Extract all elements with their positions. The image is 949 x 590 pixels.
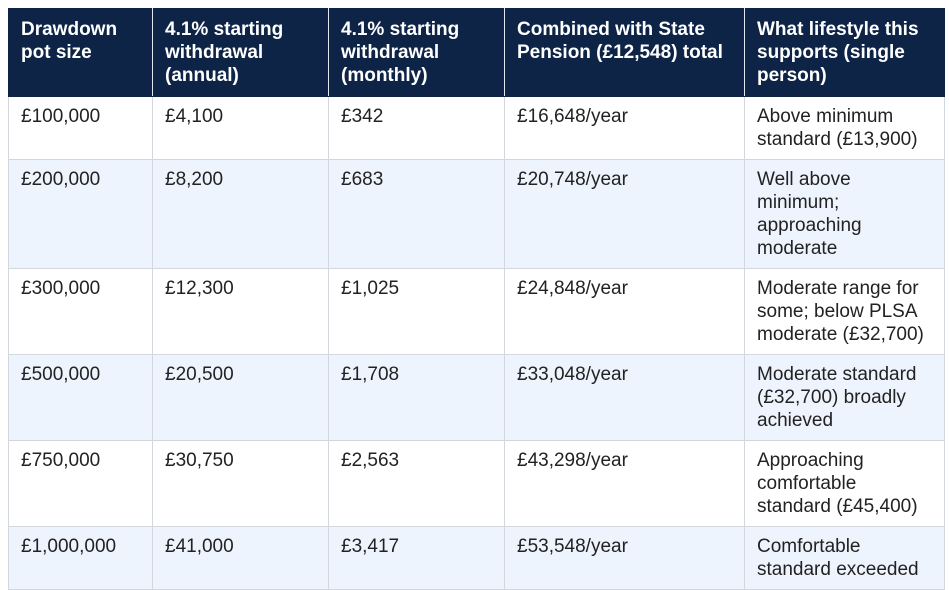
pension-drawdown-table-container: Drawdown pot size 4.1% starting withdraw…	[8, 8, 945, 590]
cell-monthly-withdrawal: £683	[328, 159, 505, 269]
table-row: £300,000 £12,300 £1,025 £24,848/year Mod…	[8, 268, 945, 355]
cell-pot-size: £750,000	[8, 440, 153, 527]
table-header: Drawdown pot size 4.1% starting withdraw…	[8, 8, 945, 97]
cell-annual-withdrawal: £12,300	[152, 268, 329, 355]
cell-combined-total: £20,748/year	[504, 159, 745, 269]
cell-annual-withdrawal: £41,000	[152, 526, 329, 590]
cell-annual-withdrawal: £8,200	[152, 159, 329, 269]
header-annual-withdrawal: 4.1% starting withdrawal (annual)	[152, 8, 329, 97]
cell-lifestyle: Well above minimum; approaching moderate	[744, 159, 945, 269]
cell-pot-size: £200,000	[8, 159, 153, 269]
cell-combined-total: £16,648/year	[504, 96, 745, 160]
cell-pot-size: £300,000	[8, 268, 153, 355]
pension-drawdown-table: Drawdown pot size 4.1% starting withdraw…	[8, 8, 945, 590]
cell-annual-withdrawal: £20,500	[152, 354, 329, 441]
cell-combined-total: £33,048/year	[504, 354, 745, 441]
table-row: £100,000 £4,100 £342 £16,648/year Above …	[8, 96, 945, 160]
cell-lifestyle: Above minimum standard (£13,900)	[744, 96, 945, 160]
cell-lifestyle: Comfortable standard exceeded	[744, 526, 945, 590]
header-pot-size: Drawdown pot size	[8, 8, 153, 97]
cell-annual-withdrawal: £30,750	[152, 440, 329, 527]
cell-combined-total: £24,848/year	[504, 268, 745, 355]
cell-combined-total: £43,298/year	[504, 440, 745, 527]
cell-combined-total: £53,548/year	[504, 526, 745, 590]
table-row: £200,000 £8,200 £683 £20,748/year Well a…	[8, 159, 945, 269]
table-row: £750,000 £30,750 £2,563 £43,298/year App…	[8, 440, 945, 527]
cell-monthly-withdrawal: £1,708	[328, 354, 505, 441]
cell-monthly-withdrawal: £2,563	[328, 440, 505, 527]
table-row: £1,000,000 £41,000 £3,417 £53,548/year C…	[8, 526, 945, 590]
cell-pot-size: £1,000,000	[8, 526, 153, 590]
cell-pot-size: £100,000	[8, 96, 153, 160]
cell-monthly-withdrawal: £342	[328, 96, 505, 160]
cell-lifestyle: Moderate standard (£32,700) broadly achi…	[744, 354, 945, 441]
cell-annual-withdrawal: £4,100	[152, 96, 329, 160]
table-row: £500,000 £20,500 £1,708 £33,048/year Mod…	[8, 354, 945, 441]
table-body: £100,000 £4,100 £342 £16,648/year Above …	[8, 96, 945, 590]
header-row: Drawdown pot size 4.1% starting withdraw…	[8, 8, 945, 97]
cell-lifestyle: Moderate range for some; below PLSA mode…	[744, 268, 945, 355]
header-monthly-withdrawal: 4.1% starting withdrawal (monthly)	[328, 8, 505, 97]
cell-monthly-withdrawal: £1,025	[328, 268, 505, 355]
cell-monthly-withdrawal: £3,417	[328, 526, 505, 590]
header-lifestyle: What lifestyle this supports (single per…	[744, 8, 945, 97]
header-combined-total: Combined with State Pension (£12,548) to…	[504, 8, 745, 97]
cell-pot-size: £500,000	[8, 354, 153, 441]
cell-lifestyle: Approaching comfortable standard (£45,40…	[744, 440, 945, 527]
